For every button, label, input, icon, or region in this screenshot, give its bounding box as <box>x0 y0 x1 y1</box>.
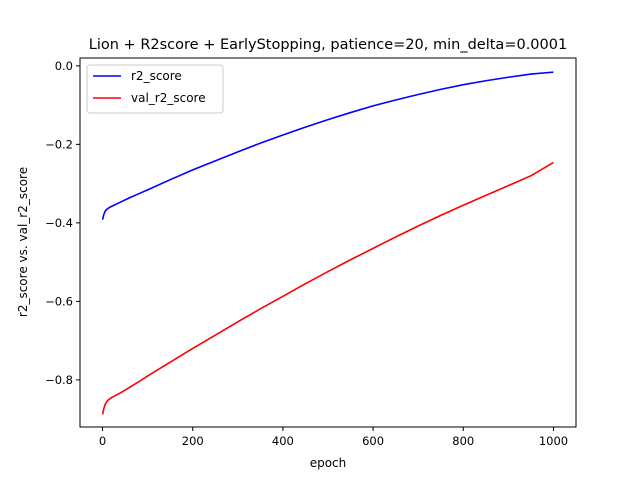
y-tick-label: −0.6 <box>45 294 73 308</box>
x-axis-ticks: 0 200 400 600 800 1000 <box>99 427 568 448</box>
x-tick-label: 1000 <box>539 434 568 448</box>
x-tick-label: 0 <box>99 434 106 448</box>
series-line-val-r2-score <box>101 161 554 415</box>
x-tick-label: 400 <box>272 434 294 448</box>
chart-title: Lion + R2score + EarlyStopping, patience… <box>89 37 567 53</box>
x-tick-label: 200 <box>182 434 204 448</box>
y-tick-label: −0.2 <box>45 137 73 151</box>
legend-box <box>86 64 224 114</box>
y-axis-ticks: 0.0 −0.2 −0.4 −0.6 −0.8 <box>45 59 80 387</box>
x-tick-label: 800 <box>452 434 474 448</box>
y-tick-label: −0.4 <box>45 216 73 230</box>
plot-area <box>101 71 554 415</box>
legend-label-r2-score: r2_score <box>131 69 182 83</box>
x-axis-label: epoch <box>310 456 347 470</box>
series-line-r2-score <box>101 71 554 220</box>
axes-frame <box>79 57 577 428</box>
legend: r2_score val_r2_score <box>86 64 224 114</box>
y-tick-label: −0.8 <box>45 373 73 387</box>
y-axis-label: r2_score vs. val_r2_score <box>16 167 30 317</box>
y-tick-label: 0.0 <box>55 59 73 73</box>
x-tick-label: 600 <box>362 434 384 448</box>
legend-label-val-r2-score: val_r2_score <box>131 91 206 105</box>
